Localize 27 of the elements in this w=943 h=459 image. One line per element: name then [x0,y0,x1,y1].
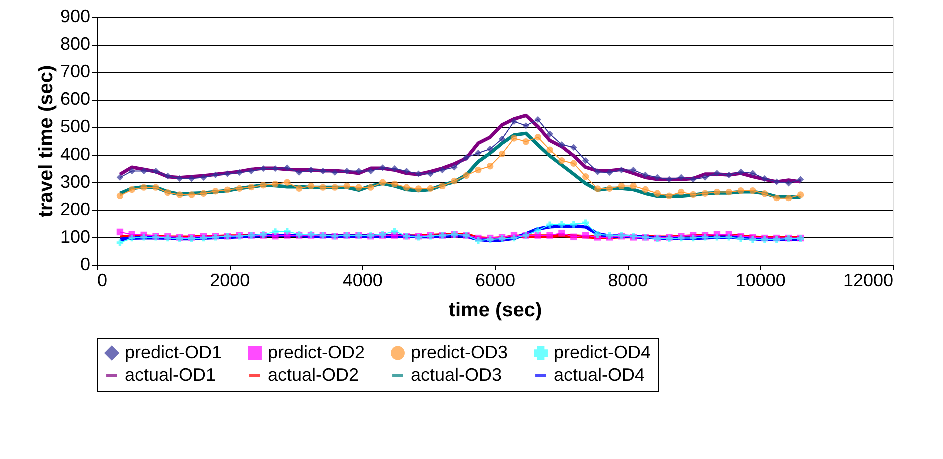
x-tick-label: 10000 [736,270,786,290]
legend-label: predict-OD3 [411,342,508,362]
x-tick-label: 12000 [843,270,894,290]
legend-label: actual-OD3 [411,365,502,385]
legend-label: predict-OD2 [268,342,366,362]
y-tick-label: 200 [60,199,90,220]
y-tick-label: 400 [60,144,90,164]
y-tick-label: 0 [80,254,90,274]
x-tick-label: 4000 [342,270,383,290]
x-tick-label: 0 [98,270,108,290]
x-tick-label: 2000 [210,270,250,290]
legend-label: actual-OD2 [268,365,360,385]
y-tick-label: 800 [60,34,90,54]
legend-label: predict-OD4 [554,342,652,362]
y-tick-label: 100 [60,226,90,247]
x-tick-label: 8000 [608,270,648,290]
y-axis-title: travel time (sec) [35,65,58,218]
y-tick-label: 900 [60,6,90,26]
x-axis-title: time (sec) [448,300,542,322]
y-tick-label: 500 [60,116,90,137]
legend-label: actual-OD4 [554,365,646,385]
legend-label: predict-OD1 [125,342,222,362]
legend-label: actual-OD1 [125,365,216,385]
x-tick-label: 6000 [475,270,516,290]
y-tick-label: 700 [60,62,90,82]
y-tick-label: 300 [60,172,90,192]
y-tick-label: 600 [60,89,90,110]
